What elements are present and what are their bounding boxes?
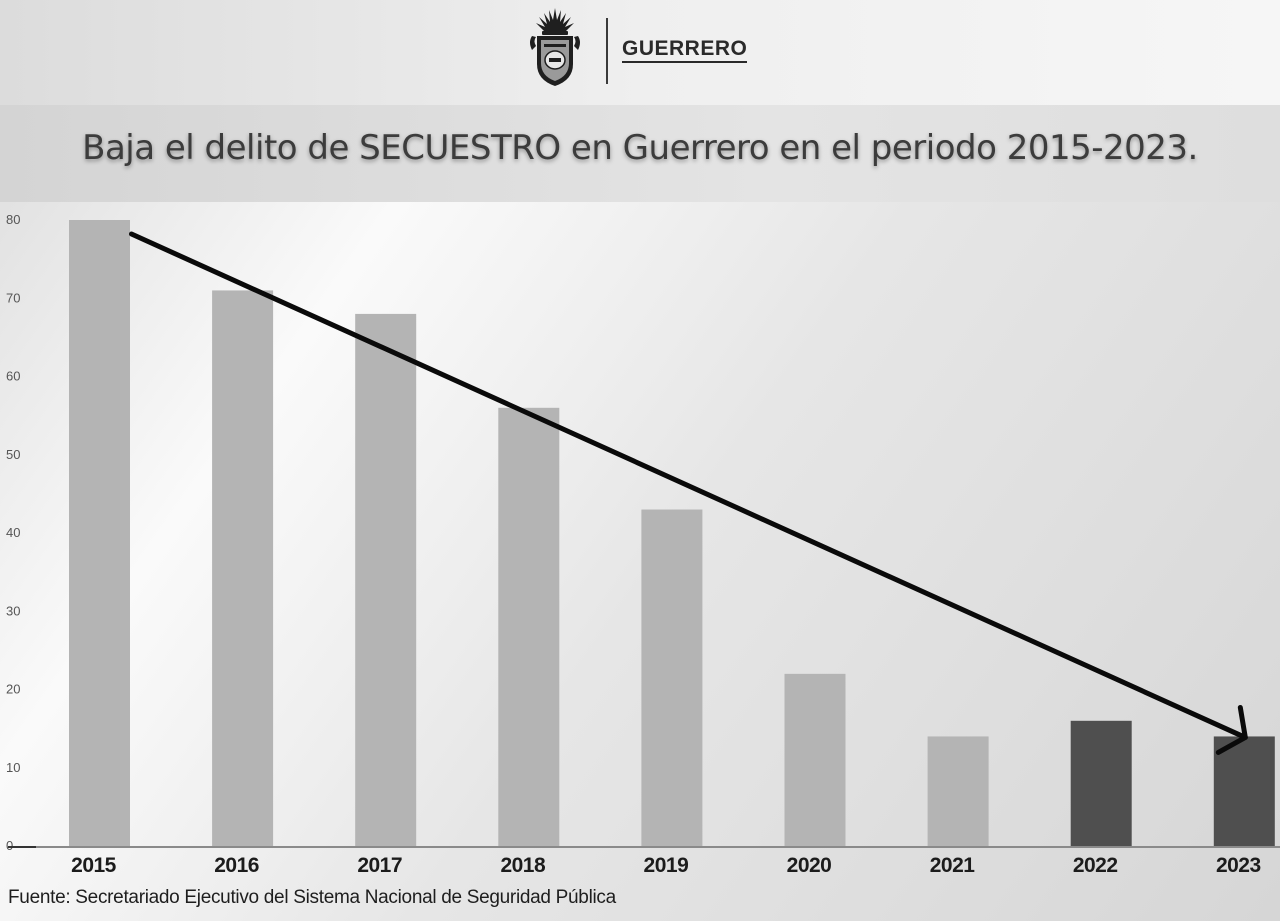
trend-arrow-down-icon [129,231,1248,740]
y-tick-label: 10 [6,760,20,775]
guerrero-state-seal-icon [530,8,580,86]
bar [498,407,560,846]
bar [641,509,703,846]
y-tick-label: 60 [6,369,20,384]
bar [212,290,274,846]
header-divider [606,18,608,84]
x-tick-label: 2023 [1216,854,1261,877]
bar [1213,736,1275,846]
x-tick-label: 2022 [1073,854,1118,877]
x-tick-label: 2015 [71,854,117,877]
bar [927,736,989,846]
bar [355,313,417,846]
x-tick-label: 2021 [930,854,976,877]
x-tick-label: 2020 [787,854,832,877]
x-tick-label: 2019 [644,854,689,877]
y-tick-label: 70 [6,290,20,305]
y-tick-label: 80 [6,212,20,227]
bar [1070,720,1132,846]
title-band [0,105,1280,202]
brand-name: GUERRERO [622,38,748,63]
x-tick-label: 2017 [357,854,402,877]
bar [69,220,130,846]
header-banner: GUERRERO [0,0,1280,105]
chart-title: Baja el delito de SECUESTRO en Guerrero … [82,128,1198,168]
source-note: Fuente: Secretariado Ejecutivo del Siste… [8,887,616,908]
y-tick-label: 50 [6,447,20,462]
y-tick-label: 30 [6,603,20,618]
bar [784,673,846,846]
y-tick-label: 0 [6,838,13,853]
y-tick-label: 40 [6,525,20,540]
trend-arrow-head [1215,704,1248,755]
x-tick-label: 2018 [500,854,546,877]
y-tick-label: 20 [6,682,20,697]
x-tick-label: 2016 [214,854,259,877]
